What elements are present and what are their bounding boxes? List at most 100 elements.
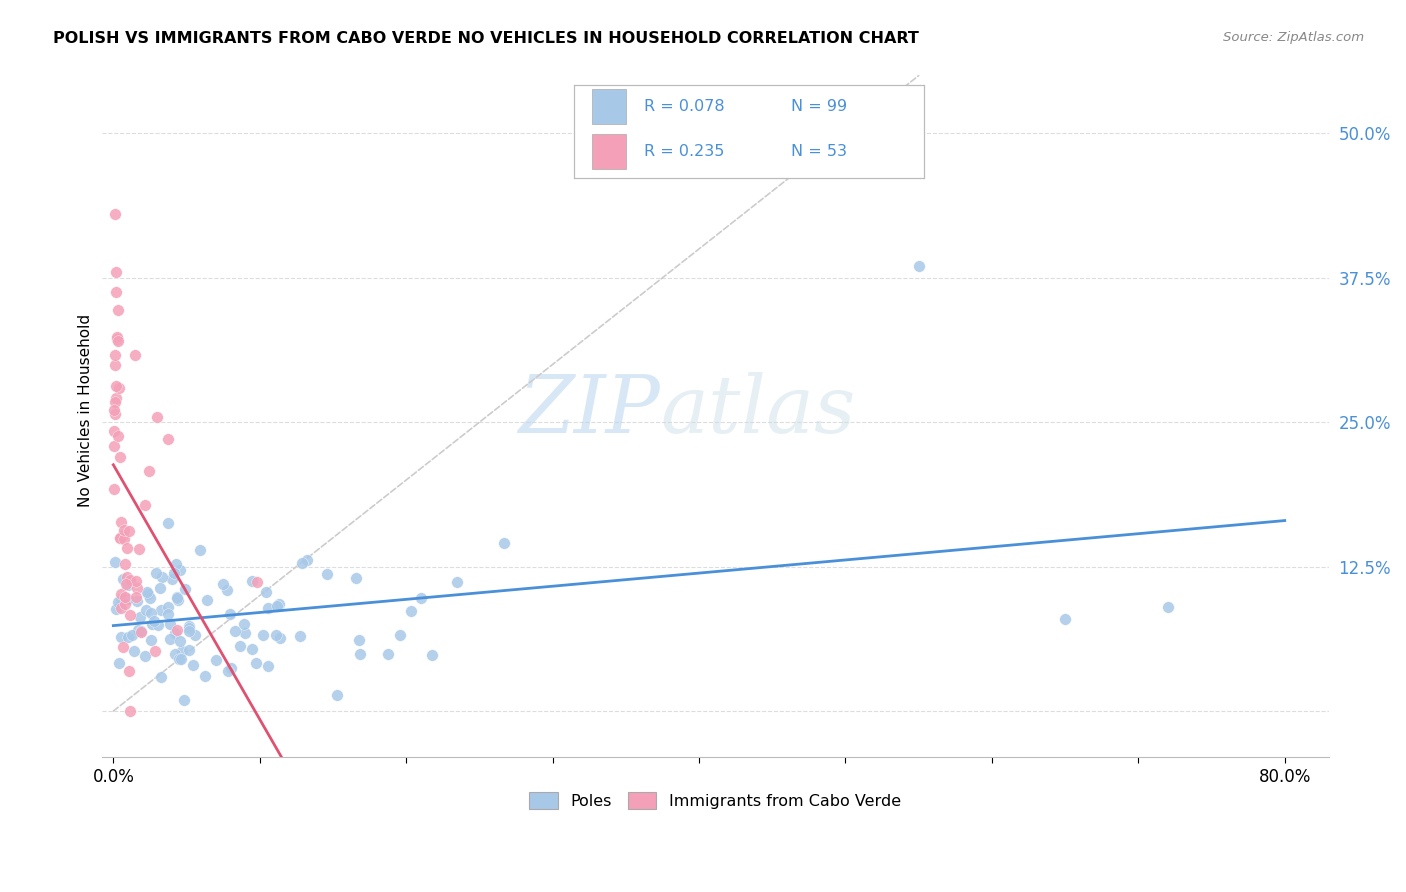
Point — [1054, 612, 1077, 626]
Point — [344, 572, 367, 586]
Point — [205, 653, 228, 667]
Point — [112, 523, 135, 537]
Point — [179, 619, 201, 633]
Point — [162, 572, 184, 586]
Point — [190, 543, 212, 558]
Point — [166, 623, 188, 637]
Point — [232, 616, 254, 631]
Point — [141, 617, 163, 632]
Point — [110, 600, 132, 615]
Point — [146, 618, 169, 632]
Point — [125, 590, 148, 604]
Point — [169, 563, 191, 577]
Point — [316, 567, 339, 582]
Point — [125, 594, 148, 608]
Point — [349, 647, 371, 661]
Point — [129, 624, 152, 639]
Point — [110, 631, 132, 645]
Point — [142, 614, 165, 628]
Point — [107, 380, 129, 394]
Point — [184, 627, 207, 641]
Point — [105, 379, 128, 393]
Point — [112, 640, 135, 654]
Point — [254, 584, 277, 599]
Point — [420, 648, 443, 662]
Point — [399, 605, 422, 619]
Point — [165, 557, 187, 571]
Point — [138, 464, 160, 478]
Point — [169, 633, 191, 648]
Point — [114, 597, 136, 611]
Point — [163, 626, 186, 640]
Point — [179, 624, 201, 638]
Point — [117, 570, 139, 584]
Point — [266, 599, 288, 613]
Point — [112, 532, 135, 546]
Point — [150, 603, 173, 617]
Point — [122, 643, 145, 657]
Point — [149, 670, 172, 684]
Text: Source: ZipAtlas.com: Source: ZipAtlas.com — [1223, 31, 1364, 45]
Point — [117, 630, 139, 644]
Point — [103, 482, 125, 496]
Point — [103, 402, 125, 417]
Point — [269, 631, 291, 645]
Point — [218, 665, 240, 679]
Point — [107, 334, 129, 349]
Point — [105, 265, 128, 279]
Point — [110, 587, 132, 601]
Point — [127, 581, 149, 595]
Point — [173, 582, 195, 597]
Point — [112, 528, 135, 542]
Point — [117, 524, 139, 538]
Point — [107, 429, 129, 443]
Point — [115, 576, 138, 591]
Point — [134, 649, 156, 664]
Point — [245, 656, 267, 670]
Point — [141, 606, 163, 620]
Point — [224, 624, 246, 638]
Point — [326, 688, 349, 702]
Point — [215, 582, 238, 597]
Point — [157, 432, 180, 446]
Point — [163, 566, 186, 580]
Point — [159, 632, 181, 646]
Point — [181, 657, 204, 672]
Text: atlas: atlas — [659, 372, 855, 450]
Text: POLISH VS IMMIGRANTS FROM CABO VERDE NO VEHICLES IN HOUSEHOLD CORRELATION CHART: POLISH VS IMMIGRANTS FROM CABO VERDE NO … — [53, 31, 920, 46]
Point — [179, 621, 201, 635]
Point — [291, 556, 314, 570]
Point — [166, 590, 188, 604]
Point — [233, 626, 256, 640]
Point — [108, 657, 131, 671]
Point — [108, 531, 131, 545]
Point — [240, 641, 263, 656]
Point — [246, 575, 269, 590]
Point — [195, 592, 218, 607]
Point — [117, 578, 139, 592]
Point — [141, 632, 163, 647]
Point — [173, 693, 195, 707]
Point — [167, 593, 190, 607]
Point — [108, 450, 131, 464]
Point — [104, 394, 127, 409]
Point — [252, 628, 274, 642]
Point — [129, 624, 152, 638]
Point — [149, 581, 172, 595]
Point — [139, 591, 162, 606]
Point — [156, 600, 179, 615]
Point — [295, 553, 318, 567]
Point — [136, 587, 159, 601]
Point — [257, 601, 280, 615]
Point — [377, 648, 399, 662]
Point — [103, 425, 125, 439]
Point — [112, 572, 135, 586]
Point — [110, 599, 132, 613]
Point — [219, 661, 242, 675]
Point — [267, 597, 290, 611]
Point — [129, 609, 152, 624]
Point — [170, 652, 193, 666]
Point — [146, 409, 169, 424]
Point — [115, 541, 138, 556]
Point — [218, 607, 240, 621]
